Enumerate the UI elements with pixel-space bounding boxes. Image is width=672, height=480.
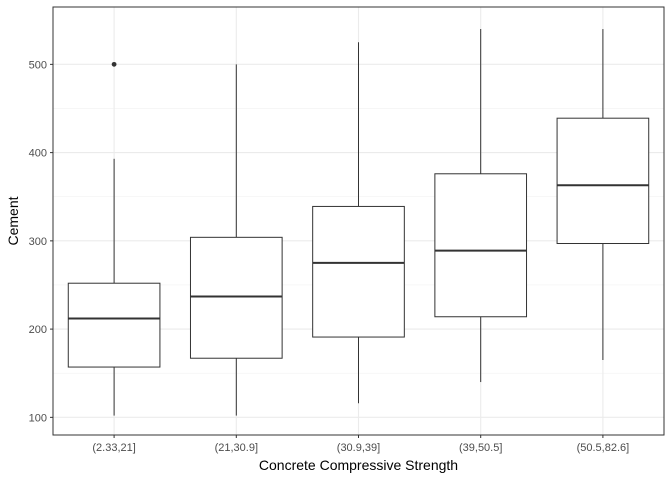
x-tick-label: (50.5,82.6] bbox=[577, 442, 630, 454]
x-tick-label: (2.33,21] bbox=[92, 442, 135, 454]
x-axis-title: Concrete Compressive Strength bbox=[259, 457, 458, 473]
axis-layer: 100 200 300 400 500 (2.33,21] (21,30.9] (30.9,3… bbox=[29, 59, 630, 454]
x-tick-label: (21,30.9] bbox=[215, 442, 258, 454]
outlier-point bbox=[111, 61, 117, 67]
box-iqr bbox=[556, 117, 650, 245]
x-tick-label: (30.9,39] bbox=[337, 442, 380, 454]
y-tick-label: 500 bbox=[29, 59, 47, 71]
box-layer bbox=[67, 29, 650, 416]
y-tick-label: 300 bbox=[29, 236, 47, 248]
y-axis-title: Cement bbox=[5, 196, 21, 245]
box-iqr bbox=[189, 236, 283, 359]
box-iqr bbox=[312, 205, 405, 338]
box-iqr bbox=[434, 173, 528, 318]
y-tick-label: 400 bbox=[29, 148, 47, 160]
y-tick-label: 100 bbox=[29, 412, 47, 424]
x-tick-label: (39,50.5] bbox=[459, 442, 502, 454]
y-tick-label: 200 bbox=[29, 324, 47, 336]
box-iqr bbox=[67, 282, 161, 368]
